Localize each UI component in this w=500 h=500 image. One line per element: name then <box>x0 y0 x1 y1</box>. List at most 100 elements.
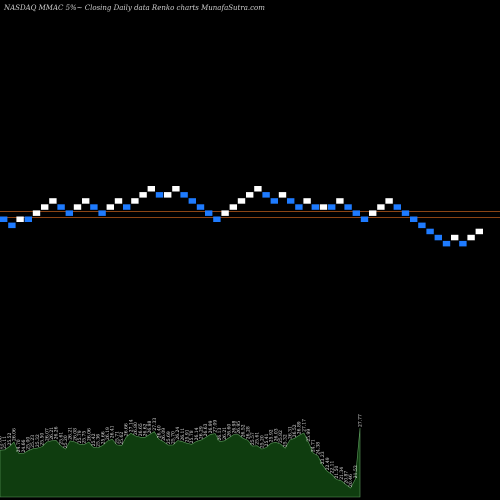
volume-value-label: 26.80 <box>133 422 139 435</box>
renko-brick-down <box>328 204 336 210</box>
volume-value-label: 26.65 <box>138 423 144 436</box>
renko-brick-down <box>196 204 205 210</box>
renko-brick-down <box>188 198 196 204</box>
volume-value-label: 26.06 <box>12 428 18 441</box>
volume-value-label: 25.70 <box>171 431 177 444</box>
volume-value-label: 26.52 <box>241 424 247 437</box>
volume-value-label: 27.14 <box>128 419 134 432</box>
renko-brick-up <box>49 198 57 204</box>
renko-brick-down <box>262 192 270 198</box>
renko-bricks <box>0 186 483 247</box>
volume-value-label: 24.38 <box>315 442 321 455</box>
volume-value-label: 21.50 <box>334 465 340 478</box>
volume-value-label: 25.52 <box>7 432 13 445</box>
renko-brick-up <box>139 192 147 198</box>
volume-value-label: 25.20 <box>63 435 69 448</box>
volume-value-label: 25.92 <box>269 429 275 442</box>
renko-brick-up <box>32 210 41 216</box>
volume-value-label: 25.57 <box>250 432 256 445</box>
volume-value-label: 26.24 <box>175 427 181 440</box>
renko-brick-down <box>287 198 295 204</box>
volume-value-label: 26.21 <box>68 427 74 440</box>
renko-brick-up <box>319 204 328 210</box>
volume-value-label: 26.89 <box>297 421 303 434</box>
volume-value-label: 25.66 <box>100 431 106 444</box>
volume-value-label: 25.91 <box>185 429 191 442</box>
renko-brick-down <box>98 210 106 216</box>
volume-value-label: 25.82 <box>278 430 284 443</box>
volume-value-label: 26.11 <box>180 428 186 441</box>
renko-brick-down <box>311 204 319 210</box>
volume-value-label: 27.09 <box>213 420 219 433</box>
renko-brick-up <box>41 204 49 210</box>
volume-value-label: 26.19 <box>105 427 111 440</box>
renko-brick-down <box>8 222 16 229</box>
renko-brick-up <box>82 198 90 204</box>
volume-value-label: 26.60 <box>227 424 233 437</box>
volume-value-label: 26.63 <box>203 423 209 436</box>
volume-value-label: 25.61 <box>255 432 261 445</box>
volume-value-label: 26.40 <box>157 425 163 438</box>
volume-value-label: 26.41 <box>110 425 116 438</box>
volume-area <box>0 427 361 498</box>
volume-value-label: 21.53 <box>353 465 359 478</box>
volume-value-label: 26.98 <box>147 420 153 433</box>
volume-value-label: 26.14 <box>194 427 200 440</box>
renko-brick-up <box>106 204 114 210</box>
renko-brick-down <box>459 240 467 247</box>
renko-brick-down <box>24 216 32 222</box>
volume-value-label: 25.36 <box>96 434 102 447</box>
volume-value-label: 25.69 <box>166 431 172 444</box>
renko-brick-up <box>303 198 311 204</box>
renko-brick-up <box>73 204 82 210</box>
renko-brick-up <box>369 210 377 216</box>
volume-value-label: 20.87 <box>344 471 350 484</box>
volume-value-label: 26.03 <box>273 428 279 441</box>
renko-brick-down <box>90 204 98 210</box>
volume-value-label: 27.17 <box>301 419 307 432</box>
volume-value-label: 26.07 <box>44 428 50 441</box>
renko-brick-down <box>57 204 65 210</box>
volume-value-label: 25.78 <box>189 430 195 443</box>
renko-brick-down <box>401 210 410 216</box>
volume-value-label: 27.33 <box>152 418 158 431</box>
volume-value-label: 26.13 <box>217 427 223 440</box>
renko-brick-up <box>377 204 385 210</box>
renko-brick-down <box>434 234 442 241</box>
renko-brick-up <box>229 204 237 210</box>
volume-value-label: 25.00 <box>26 437 32 450</box>
volume-value-label: 25.50 <box>40 433 46 446</box>
volume-value-label: 25.32 <box>35 434 41 447</box>
renko-brick-up <box>246 192 254 198</box>
renko-brick-down <box>180 192 188 198</box>
renko-brick-down <box>344 204 352 210</box>
volume-value-label: 25.71 <box>114 431 120 444</box>
renko-brick-down <box>0 216 8 222</box>
volume-value-label: 24.66 <box>21 439 27 452</box>
volume-value-label: 25.75 <box>82 431 88 444</box>
volume-value-label: 26.26 <box>54 426 60 439</box>
volume-value-label: 21.34 <box>339 467 345 480</box>
volume-value-label: 26.06 <box>86 428 92 441</box>
renko-brick-down <box>205 210 213 216</box>
renko-brick-up <box>278 192 287 198</box>
renko-brick-down <box>418 222 426 229</box>
volume-value-label: 26.66 <box>124 423 130 436</box>
volume-value-label: 23.23 <box>320 451 326 464</box>
volume-value-label: 25.06 <box>0 436 4 449</box>
renko-brick-up <box>467 234 475 241</box>
volume-value-label: 26.99 <box>208 420 214 433</box>
volume-value-label: 22.11 <box>329 460 335 473</box>
volume-value-label: 26.28 <box>245 426 251 439</box>
renko-brick-down <box>393 204 401 210</box>
volume-value-label: 26.52 <box>292 424 298 437</box>
renko-brick-up <box>114 198 123 204</box>
renko-brick-down <box>213 216 221 222</box>
renko-brick-up <box>237 198 246 204</box>
renko-brick-up <box>451 234 459 241</box>
volume-value-label: 25.11 <box>2 436 8 449</box>
chart-title: NASDAQ MMAC 5%~ Closing Daily data Renko… <box>3 4 265 12</box>
volume-value-label: 24.71 <box>311 439 317 452</box>
